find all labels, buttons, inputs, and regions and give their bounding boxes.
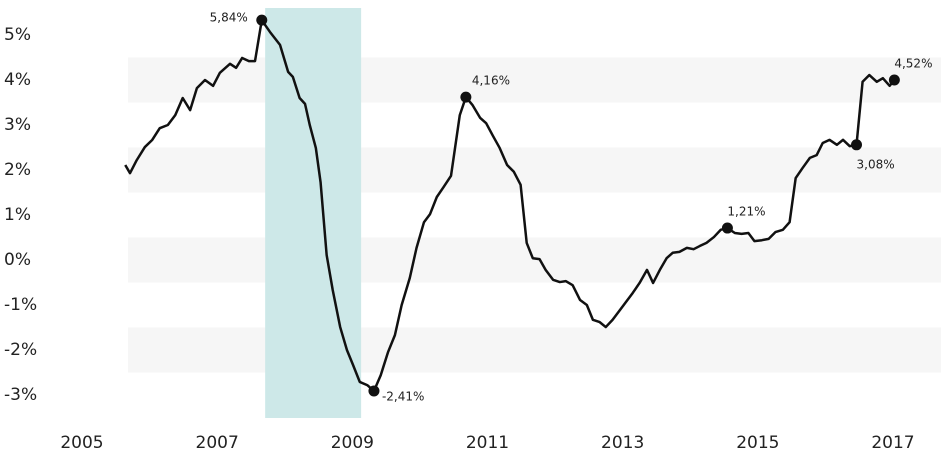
point-marker xyxy=(460,91,472,103)
y-tick-label: -3% xyxy=(4,385,37,405)
y-tick-label: -1% xyxy=(4,295,37,315)
band xyxy=(128,147,941,193)
point-marker xyxy=(256,14,268,26)
point-marker xyxy=(888,74,900,86)
point-marker xyxy=(851,139,863,151)
point-marker xyxy=(368,385,380,397)
y-tick-label: -2% xyxy=(4,340,37,360)
y-tick-label: 0% xyxy=(4,250,31,270)
band xyxy=(128,57,941,103)
y-tick-label: 3% xyxy=(4,115,31,135)
recession-shade xyxy=(265,8,362,418)
annotation: 4,52% xyxy=(894,57,932,71)
x-tick-label: 2015 xyxy=(736,433,779,453)
x-tick-label: 2013 xyxy=(601,433,644,453)
annotation: 4,16% xyxy=(472,74,510,88)
annotation: 1,21% xyxy=(727,205,765,219)
x-tick-label: 2007 xyxy=(196,433,239,453)
band xyxy=(128,327,941,373)
x-tick-label: 2017 xyxy=(871,433,914,453)
y-tick-label: 5% xyxy=(4,25,31,45)
band xyxy=(128,237,941,283)
annotation: -2,41% xyxy=(382,389,424,403)
x-tick-label: 2005 xyxy=(60,433,103,453)
y-tick-label: 1% xyxy=(4,205,31,225)
line xyxy=(124,18,896,393)
y-tick-label: 2% xyxy=(4,160,31,180)
x-tick-label: 2009 xyxy=(331,433,374,453)
point-marker xyxy=(721,222,733,234)
annotation: 5,84% xyxy=(210,11,248,25)
annotation: 3,08% xyxy=(857,157,895,171)
y-tick-label: 4% xyxy=(4,70,31,90)
x-tick-label: 2011 xyxy=(466,433,509,453)
